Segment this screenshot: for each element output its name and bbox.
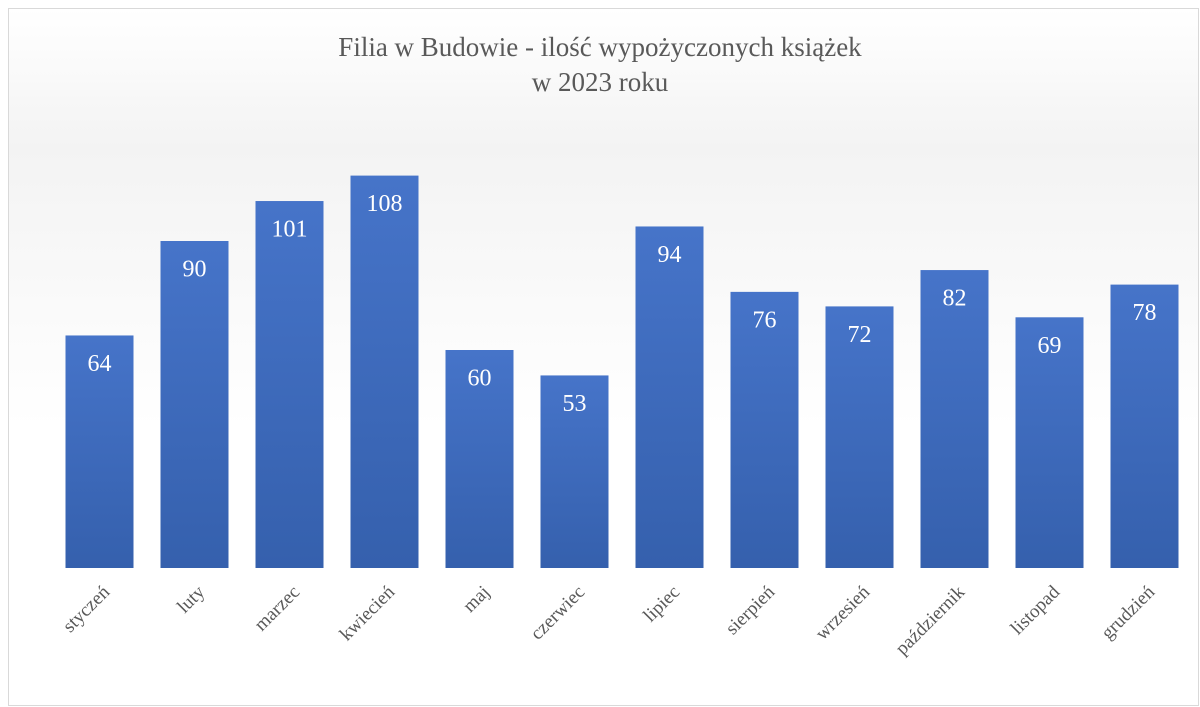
data-label: 69 bbox=[1038, 333, 1062, 359]
bar bbox=[730, 291, 799, 568]
bar bbox=[920, 270, 989, 568]
data-label: 101 bbox=[272, 217, 308, 243]
data-label: 64 bbox=[88, 351, 112, 377]
data-label: 94 bbox=[658, 242, 682, 268]
data-label: 53 bbox=[563, 391, 587, 417]
data-label: 76 bbox=[753, 307, 777, 333]
chart-title: Filia w Budowie - ilość wypożyczonych ks… bbox=[338, 32, 862, 62]
bar bbox=[1110, 284, 1179, 568]
bar bbox=[825, 306, 894, 568]
bar bbox=[65, 335, 134, 568]
data-label: 60 bbox=[468, 366, 492, 392]
chart-title: w 2023 roku bbox=[532, 67, 669, 97]
bar bbox=[635, 226, 704, 568]
data-label: 78 bbox=[1133, 300, 1157, 326]
data-label: 108 bbox=[367, 191, 403, 217]
bar bbox=[445, 350, 514, 568]
data-label: 82 bbox=[943, 286, 967, 312]
bar bbox=[255, 201, 324, 569]
data-label: 72 bbox=[848, 322, 872, 348]
bar bbox=[350, 175, 419, 568]
bar bbox=[540, 375, 609, 568]
data-label: 90 bbox=[183, 257, 207, 283]
bar bbox=[160, 241, 229, 568]
bar bbox=[1015, 317, 1084, 568]
